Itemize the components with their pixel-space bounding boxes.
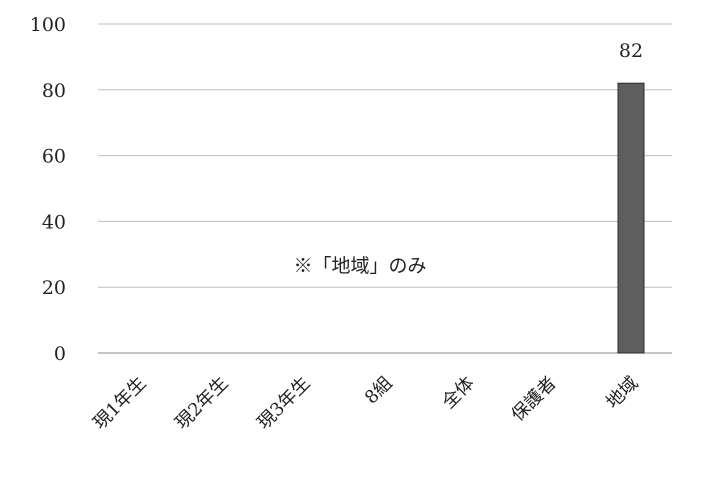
y-tick-label: 60 (42, 146, 66, 168)
bar-7 (617, 82, 645, 354)
y-tick-label: 100 (30, 14, 66, 36)
category-label: 全体 (438, 373, 478, 413)
category-label: 保護者 (508, 373, 561, 426)
y-tick-label: 40 (42, 211, 66, 233)
category-label: 地域 (602, 373, 642, 413)
y-tick-labels: 0 20 40 60 80 100 (30, 14, 66, 365)
category-label: 8組 (361, 373, 397, 409)
y-tick-label: 80 (42, 80, 66, 102)
y-tick-label: 0 (54, 343, 66, 365)
y-tick-label: 20 (42, 277, 66, 299)
category-label: 現3年生 (253, 373, 314, 434)
chart-annotation: ※「地域」のみ (293, 255, 426, 277)
gridlines (98, 23, 672, 354)
category-label: 現2年生 (171, 373, 232, 434)
data-label: 82 (619, 40, 643, 62)
bars: 82 (617, 40, 645, 354)
category-labels: 現1年生 現2年生 現3年生 8組 全体 保護者 地域 (89, 373, 642, 434)
category-label: 現1年生 (89, 373, 150, 434)
